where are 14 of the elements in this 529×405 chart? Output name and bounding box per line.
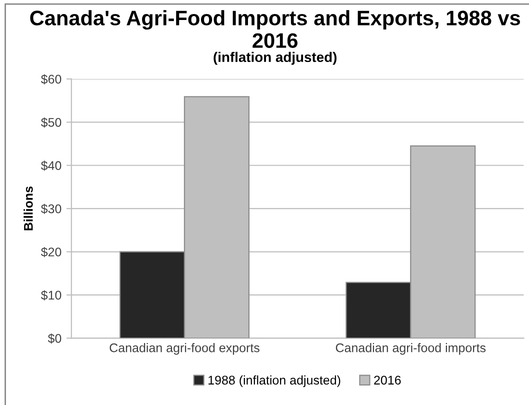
x-tick-label: Canadian agri-food imports <box>336 343 486 355</box>
y-tick-label: $30 <box>40 204 62 214</box>
legend-label: 2016 <box>374 376 401 385</box>
y-tick-label: $20 <box>40 247 62 258</box>
y-tick-label: $60 <box>40 74 62 84</box>
y-tick-label: $10 <box>40 290 62 300</box>
chart-subtitle: (inflation adjusted) <box>214 52 337 65</box>
legend-label: 1988 (inflation adjusted) <box>208 375 340 388</box>
chart-title: Canada's Agri-Food Imports and Exports, 1988 vs 2016 <box>30 10 520 48</box>
y-tick-label: $0 <box>48 333 62 344</box>
x-tick-label: Canadian agri-food exports <box>110 343 260 355</box>
y-tick-label: $50 <box>40 117 62 128</box>
y-tick-label: $40 <box>40 160 62 171</box>
y-axis-title: Billions <box>24 186 33 230</box>
